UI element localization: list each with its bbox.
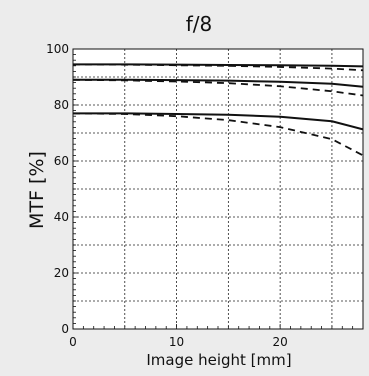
x-tick-label: 10 (169, 335, 184, 349)
data-series (72, 63, 364, 157)
y-tick-label: 40 (54, 210, 69, 224)
mtf-curve-dashed-3 (72, 112, 364, 157)
chart-title: f/8 (186, 12, 213, 36)
y-tick-label: 80 (54, 98, 69, 112)
y-tick-label: 60 (54, 154, 69, 168)
x-tick-label: 20 (273, 335, 288, 349)
x-axis-label: Image height [mm] (146, 351, 291, 369)
y-tick-label: 0 (61, 322, 69, 336)
axis-ticks: 0 10 20 0 20 40 60 80 100 (46, 42, 364, 349)
y-tick-label: 100 (46, 42, 69, 56)
grid-lines (73, 49, 363, 329)
y-axis-label: MTF [%] (26, 151, 48, 229)
y-tick-label: 20 (54, 266, 69, 280)
mtf-curve-dashed-2 (72, 78, 364, 97)
mtf-curve-dashed-1 (72, 63, 364, 72)
x-tick-label: 0 (69, 335, 77, 349)
